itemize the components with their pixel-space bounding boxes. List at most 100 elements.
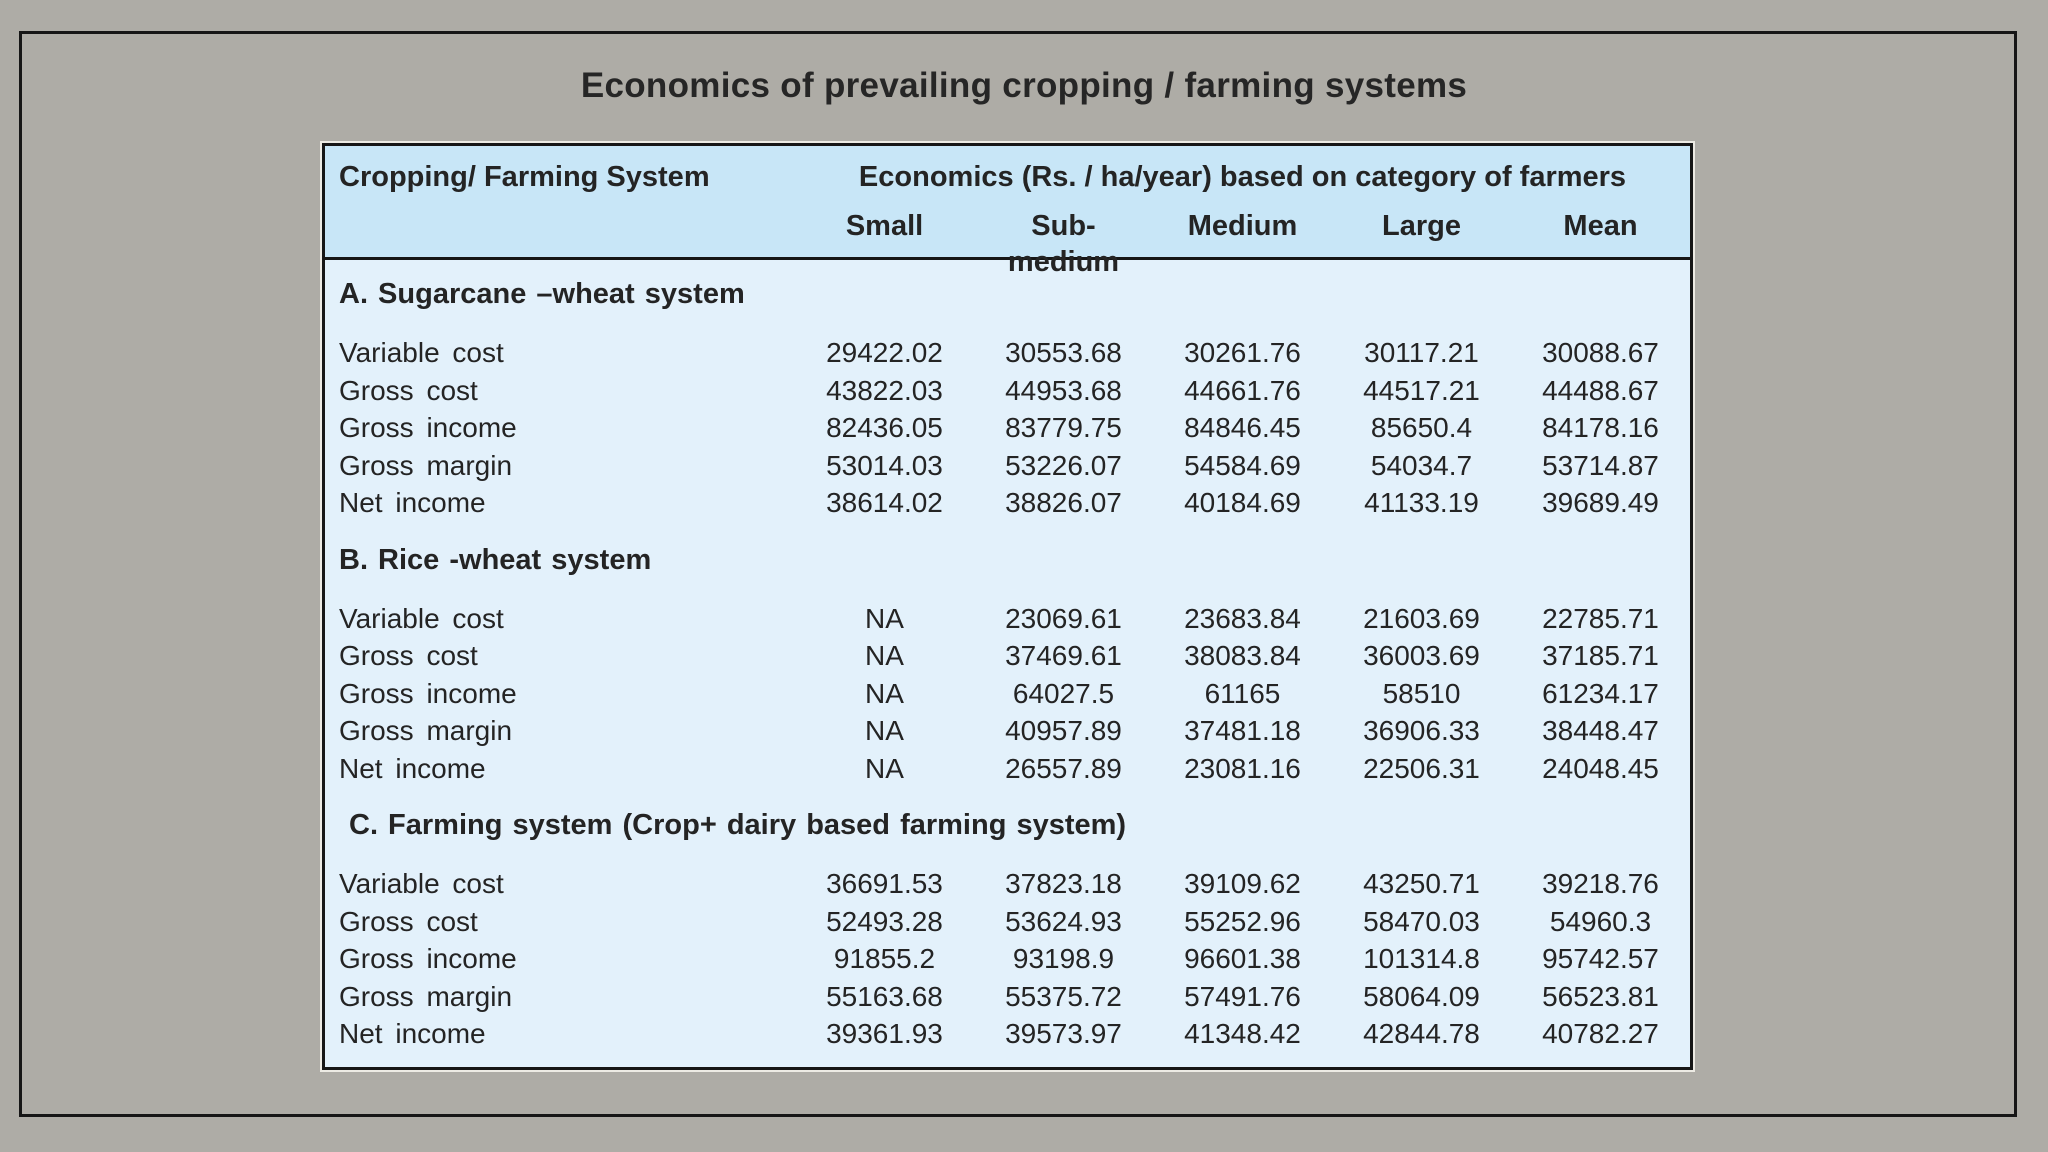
row-value: 29422.02	[826, 337, 943, 368]
table-row: Gross margin 55163.68 55375.72 57491.76 5806…	[325, 978, 1690, 1016]
row-value: 37185.71	[1542, 640, 1659, 671]
row-value: 44661.76	[1184, 374, 1301, 406]
row-value: 54584.69	[1184, 449, 1301, 481]
economics-table: Cropping/ Farming System Economics (Rs. …	[322, 143, 1693, 1070]
row-value: 40184.69	[1184, 487, 1301, 518]
row-label: Gross cost	[339, 640, 478, 671]
row-value: 52493.28	[826, 905, 943, 937]
row-label: Gross cost	[339, 374, 478, 406]
category-header-spacer	[325, 208, 795, 280]
row-value: 39109.62	[1184, 868, 1301, 899]
table-section: A. Sugarcane –wheat system Variable cost 2…	[325, 272, 1690, 522]
row-value: 30553.68	[1005, 337, 1122, 368]
table-body: A. Sugarcane –wheat system Variable cost 2…	[325, 260, 1690, 1053]
category-header-large: Large	[1382, 210, 1461, 242]
table-section: C. Farming system (Crop+ dairy based far…	[325, 803, 1690, 1053]
row-value: 55163.68	[826, 980, 943, 1012]
category-header-small: Small	[845, 210, 924, 242]
row-value: 95742.57	[1542, 943, 1659, 974]
row-value: 61165	[1204, 677, 1281, 709]
row-label: Variable cost	[339, 602, 504, 634]
row-value: 44517.21	[1363, 374, 1480, 406]
outer-frame	[19, 31, 2017, 1117]
row-value: 38083.84	[1184, 640, 1301, 671]
row-label: Gross income	[339, 943, 517, 974]
table-row: Gross income 82436.05 83779.75 84846.45 8565…	[325, 409, 1690, 447]
row-value: 40957.89	[1005, 715, 1122, 746]
row-value: 57491.76	[1184, 980, 1301, 1012]
row-value: 38826.07	[1005, 487, 1122, 518]
row-value: 58064.09	[1363, 980, 1480, 1012]
row-value: 37823.18	[1005, 868, 1122, 899]
row-value: 42844.78	[1363, 1018, 1480, 1049]
table-row: Gross margin NA 40957.89 37481.18 36906.33 38…	[325, 712, 1690, 750]
category-header-row: Small Sub- medium Medium Large Mean	[325, 208, 1690, 280]
row-value: NA	[865, 752, 904, 784]
row-value: 36691.53	[826, 868, 943, 899]
table-row: Net income NA 26557.89 23081.16 22506.31 2404…	[325, 750, 1690, 788]
column-header-economics: Economics (Rs. / ha/year) based on categ…	[858, 161, 1627, 193]
row-value: 53624.93	[1005, 905, 1122, 937]
row-value: 53226.07	[1005, 449, 1122, 481]
row-value: 23081.16	[1184, 752, 1301, 784]
row-value: 84178.16	[1542, 412, 1659, 443]
row-label: Gross margin	[339, 449, 513, 481]
row-value: 101314.8	[1363, 943, 1480, 974]
table-row: Gross cost 43822.03 44953.68 44661.76 44517.…	[325, 372, 1690, 410]
table-row: Gross income NA 64027.5 61165 58510 61234.17	[325, 675, 1690, 713]
row-value: 30117.21	[1364, 337, 1479, 368]
row-value: 44488.67	[1542, 374, 1659, 406]
row-value: 39218.76	[1542, 868, 1659, 899]
row-value: 55375.72	[1005, 980, 1122, 1012]
row-value: 40782.27	[1542, 1018, 1659, 1049]
row-value: 24048.45	[1542, 752, 1659, 784]
table-row: Variable cost 29422.02 30553.68 30261.76 301…	[325, 334, 1690, 372]
table-row: Variable cost 36691.53 37823.18 39109.62 432…	[325, 865, 1690, 903]
row-value: 22785.71	[1542, 602, 1659, 634]
row-value: 43822.03	[826, 374, 943, 406]
row-value: 58470.03	[1363, 905, 1480, 937]
row-value: 30261.76	[1184, 337, 1301, 368]
row-value: 38448.47	[1542, 715, 1659, 746]
row-value: 23683.84	[1184, 602, 1301, 634]
row-value: 21603.69	[1363, 602, 1480, 634]
table-row: Gross margin 53014.03 53226.07 54584.69 5403…	[325, 447, 1690, 485]
row-value: 39689.49	[1542, 487, 1659, 518]
row-value: 61234.17	[1542, 677, 1659, 709]
row-value: 53714.87	[1542, 449, 1659, 481]
row-value: 37481.18	[1184, 715, 1301, 746]
row-label: Variable cost	[339, 337, 504, 368]
row-value: 83779.75	[1005, 412, 1122, 443]
table-row: Gross cost NA 37469.61 38083.84 36003.69 3718…	[325, 637, 1690, 675]
row-label: Gross cost	[339, 905, 478, 937]
row-value: NA	[865, 715, 904, 746]
row-value: 64027.5	[1012, 677, 1115, 709]
row-value: 38614.02	[826, 487, 943, 518]
row-value: 39573.97	[1005, 1018, 1122, 1049]
row-value: 43250.71	[1363, 868, 1480, 899]
row-value: 54034.7	[1370, 449, 1473, 481]
row-value: 53014.03	[826, 449, 943, 481]
table-section: B. Rice -wheat system Variable cost NA 2306…	[325, 538, 1690, 788]
row-label: Gross margin	[339, 715, 513, 746]
row-value: 41133.19	[1364, 487, 1479, 518]
row-value: 96601.38	[1184, 943, 1301, 974]
row-value: 84846.45	[1184, 412, 1301, 443]
section-title: B. Rice -wheat system	[339, 543, 652, 576]
row-value: 58510	[1382, 677, 1461, 709]
row-value: 55252.96	[1184, 905, 1301, 937]
row-label: Gross income	[339, 677, 517, 709]
row-label: Variable cost	[339, 868, 504, 899]
row-value: 85650.4	[1370, 412, 1473, 443]
column-header-cropping-system: Cropping/ Farming System	[339, 161, 710, 193]
row-value: 26557.89	[1005, 752, 1122, 784]
row-value: 37469.61	[1005, 640, 1122, 671]
row-value: 93198.9	[1012, 943, 1115, 974]
row-label: Gross income	[339, 412, 517, 443]
row-value: 44953.68	[1005, 374, 1122, 406]
category-header-medium: Medium	[1187, 210, 1298, 242]
row-value: 82436.05	[826, 412, 943, 443]
category-header-sub-medium: Sub- medium	[1007, 210, 1120, 278]
row-label: Net income	[339, 1018, 486, 1049]
